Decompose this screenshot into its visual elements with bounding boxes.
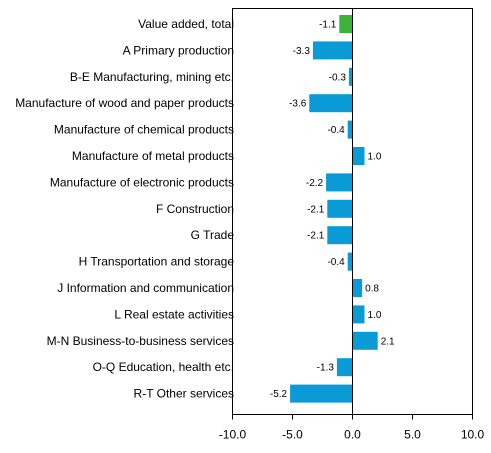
x-tick-label: 0.0	[344, 428, 361, 442]
category-label: R-T Other services	[134, 387, 234, 401]
bar	[336, 358, 353, 377]
value-label: -5.2	[270, 389, 288, 400]
category-label: Manufacture of chemical products	[54, 123, 234, 137]
bar	[352, 331, 378, 350]
category-label: Manufacture of wood and paper products	[15, 96, 234, 110]
bar	[347, 252, 353, 271]
category-label: Manufacture of metal products	[72, 149, 234, 163]
bar	[326, 173, 353, 192]
bar	[312, 41, 353, 60]
category-labels: Value added, total A Primary production B-…	[15, 17, 234, 401]
value-label: 2.1	[381, 336, 395, 347]
category-label: F Construction	[156, 202, 234, 216]
bar	[352, 305, 365, 324]
value-label: -2.1	[307, 204, 325, 215]
category-label: L Real estate activities	[114, 307, 234, 321]
bar	[309, 94, 353, 113]
value-label: -3.6	[289, 99, 307, 110]
value-label: 1.0	[368, 152, 382, 163]
x-axis-ticks: -10.0 -5.0 0.0 5.0 10.0	[219, 414, 485, 442]
value-label: -2.2	[306, 178, 324, 189]
value-label: -1.3	[317, 363, 335, 374]
bar	[290, 384, 353, 403]
category-label: Value added, total	[138, 17, 234, 31]
category-label: G Trade	[191, 228, 235, 242]
bar	[347, 120, 353, 139]
value-label: -3.3	[293, 46, 311, 57]
x-tick-label: 10.0	[461, 428, 485, 442]
category-label: B-E Manufacturing, mining etc.	[70, 70, 234, 84]
category-label: M-N Business-to-business services	[47, 334, 234, 348]
category-label: O-Q Education, health etc.	[93, 360, 234, 374]
value-label: -0.4	[327, 125, 345, 136]
x-tick-label: -5.0	[282, 428, 303, 442]
bar	[327, 226, 353, 245]
category-label: Manufacture of electronic products	[50, 175, 234, 189]
value-labels: -1.1 -3.3 -0.3 -3.6 -0.4 1.0 -2.2 -2.1 -2.1 -0.4 0…	[270, 20, 395, 401]
bar	[339, 15, 353, 33]
bar	[327, 199, 353, 218]
value-label: -2.1	[307, 231, 325, 242]
category-label: A Primary production	[123, 43, 234, 57]
bar-group	[290, 15, 378, 403]
value-label: -1.1	[319, 20, 337, 31]
bar	[352, 147, 365, 165]
value-label: 1.0	[368, 310, 382, 321]
x-tick-label: 5.0	[404, 428, 421, 442]
category-label: H Transportation and storage	[79, 255, 235, 269]
value-label: 0.8	[365, 284, 379, 295]
value-label: -0.4	[327, 257, 345, 268]
category-label: J Information and communication	[57, 281, 234, 295]
bar	[352, 279, 363, 297]
bar	[348, 67, 353, 86]
value-label: -0.3	[329, 72, 347, 83]
x-tick-label: -10.0	[219, 428, 247, 442]
